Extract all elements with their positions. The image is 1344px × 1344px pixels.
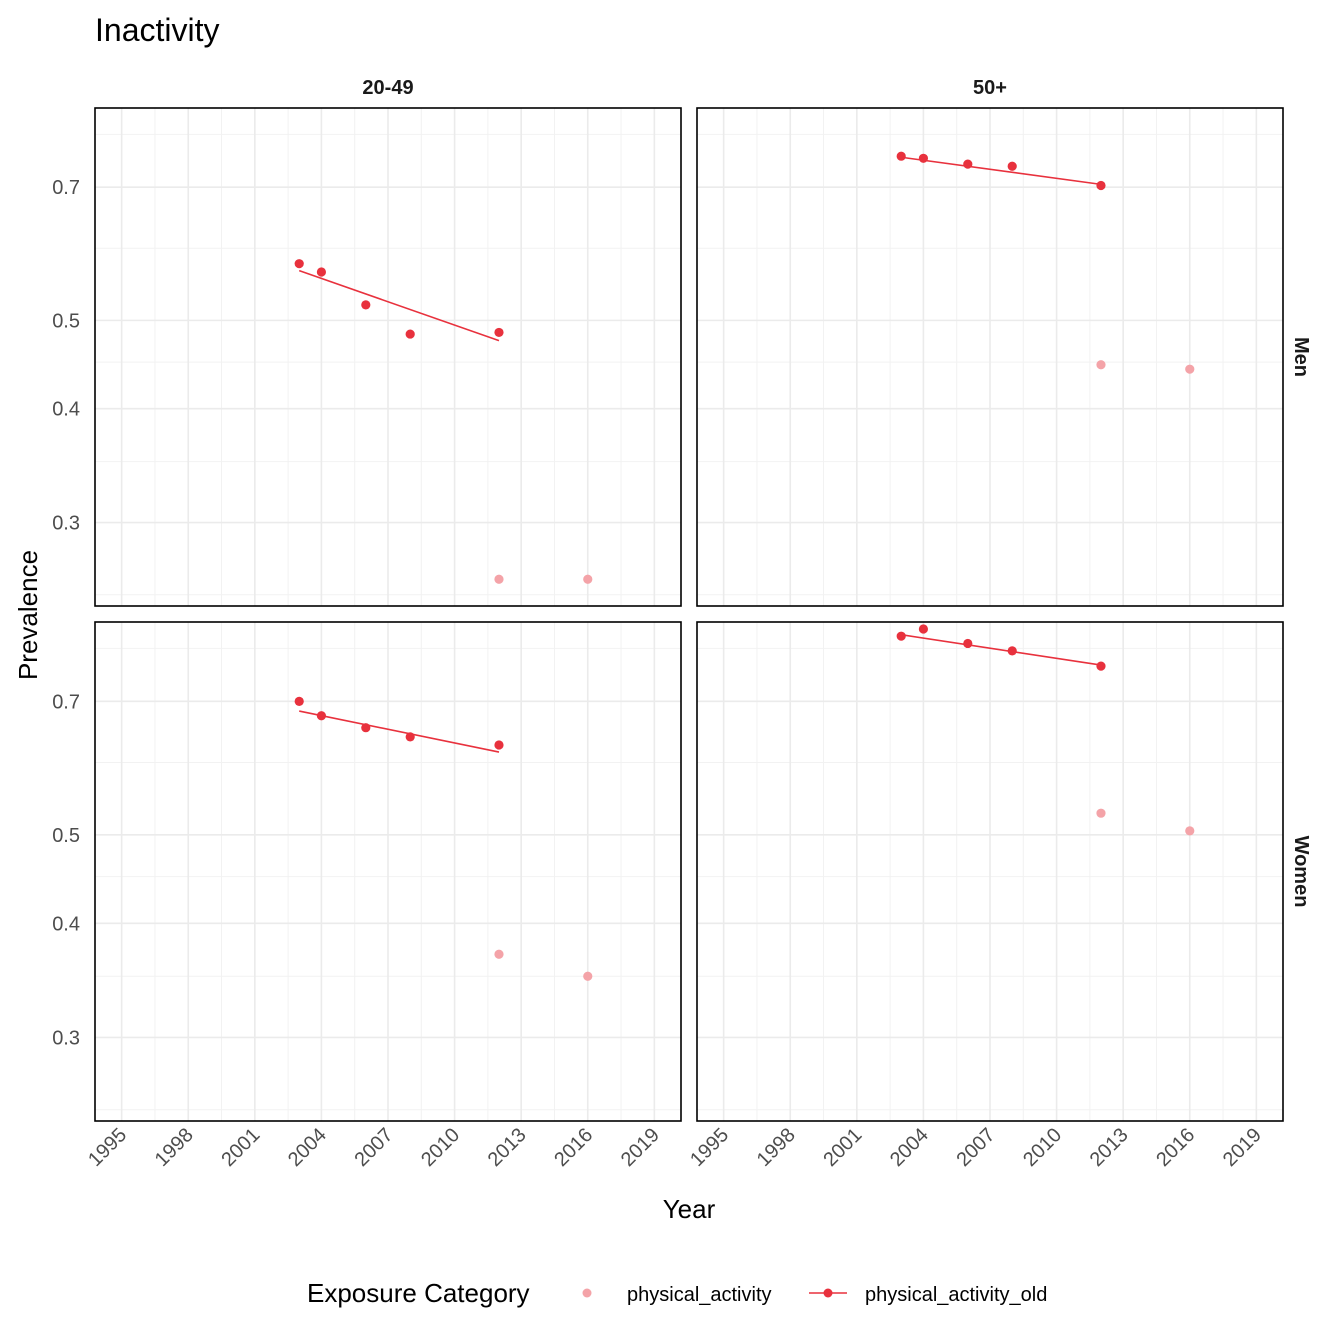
legend-label-physical-activity-old: physical_activity_old (865, 1284, 1047, 1306)
panel-border (94, 107, 682, 607)
x-tick-label: 2013 (484, 1124, 531, 1171)
data-point-physical-activity-old (494, 327, 504, 338)
x-tick-label: 2016 (1152, 1124, 1199, 1171)
y-tick-label: 0.4 (52, 913, 80, 935)
x-axis-title: Year (663, 1194, 716, 1224)
data-point-physical-activity (1185, 826, 1195, 836)
data-point-physical-activity-old (963, 159, 973, 169)
panel-women-50plus (696, 621, 1284, 1122)
data-point-physical-activity-old (896, 151, 906, 161)
data-point-physical-activity (494, 949, 504, 959)
panel-men-50plus (696, 107, 1284, 607)
panel-border (696, 107, 1284, 607)
panel-border (94, 621, 682, 1122)
data-point-physical-activity (583, 574, 593, 584)
x-tick-label: 2004 (284, 1124, 331, 1171)
data-point-physical-activity-old (896, 631, 906, 641)
x-tick-label: 1995 (84, 1124, 131, 1171)
y-tick-label: 0.5 (52, 825, 80, 847)
y-tick-label: 0.7 (52, 177, 80, 199)
data-point-physical-activity-old (361, 300, 371, 310)
data-point-physical-activity (1185, 364, 1195, 374)
x-tick-label: 2019 (617, 1124, 664, 1171)
data-point-physical-activity-old (1007, 161, 1017, 171)
x-tick-label: 2010 (417, 1124, 464, 1171)
data-point-physical-activity-old (294, 696, 304, 706)
data-point-physical-activity (583, 971, 593, 981)
panel-women-20-49 (94, 621, 682, 1122)
data-point-physical-activity-old (316, 267, 327, 277)
x-tick-label: 2019 (1219, 1124, 1266, 1171)
legend-key-physical-activity (582, 1288, 592, 1298)
data-point-physical-activity-old (1096, 661, 1106, 671)
trend-line (901, 156, 1102, 186)
facet-col-label: 50+ (973, 77, 1007, 99)
trend-line (298, 269, 500, 342)
legend-title: Exposure Category (307, 1278, 530, 1308)
data-point-physical-activity-old (405, 732, 415, 742)
legend-key-physical-activity-old (823, 1288, 833, 1298)
data-point-physical-activity-old (918, 624, 929, 634)
data-point-physical-activity-old (494, 740, 504, 750)
x-tick-label: 2007 (351, 1124, 398, 1171)
y-tick-label: 0.3 (52, 1027, 80, 1049)
data-point-physical-activity-old (294, 259, 304, 269)
x-tick-label: 2007 (953, 1124, 1000, 1171)
y-tick-label: 0.5 (52, 310, 80, 332)
trend-line (901, 633, 1102, 666)
data-point-physical-activity-old (1007, 646, 1017, 656)
x-tick-label: 1995 (686, 1124, 733, 1171)
data-point-physical-activity-old (361, 723, 371, 733)
panel-border (696, 621, 1284, 1122)
x-tick-label: 2013 (1086, 1124, 1133, 1171)
facet-col-label: 20-49 (362, 77, 413, 99)
data-point-physical-activity (1096, 808, 1106, 818)
x-tick-label: 1998 (753, 1124, 800, 1171)
data-point-physical-activity-old (963, 638, 973, 649)
x-tick-label: 2010 (1019, 1124, 1066, 1171)
x-tick-label: 1998 (151, 1124, 198, 1171)
facet-row-label: Women (1290, 836, 1312, 908)
panels-layer: 20-49 50+ Men Women 0.3 0.4 0.5 0.7 0.3 0.4 0.5 0.7… (52, 77, 1312, 1171)
y-tick-label: 0.4 (52, 399, 80, 421)
y-tick-label: 0.7 (52, 691, 80, 713)
trend-line (299, 710, 500, 753)
data-point-physical-activity (494, 574, 504, 584)
legend-label-physical-activity: physical_activity (627, 1284, 772, 1306)
data-point-physical-activity (1096, 360, 1106, 370)
data-point-physical-activity-old (316, 711, 327, 721)
x-tick-label: 2001 (819, 1124, 866, 1171)
facet-row-label: Men (1290, 337, 1312, 377)
data-point-physical-activity-old (405, 329, 415, 339)
y-axis-title: Prevalence (13, 550, 43, 680)
legend: Exposure Category physical_activity phys… (307, 1278, 1047, 1308)
data-point-physical-activity-old (918, 153, 929, 163)
chart-title: Inactivity (95, 12, 219, 48)
x-tick-label: 2004 (886, 1124, 933, 1171)
x-tick-label: 2001 (217, 1124, 264, 1171)
x-tick-label: 2016 (550, 1124, 597, 1171)
panel-men-20-49 (94, 107, 682, 607)
y-tick-label: 0.3 (52, 513, 80, 535)
data-point-physical-activity-old (1096, 180, 1106, 191)
